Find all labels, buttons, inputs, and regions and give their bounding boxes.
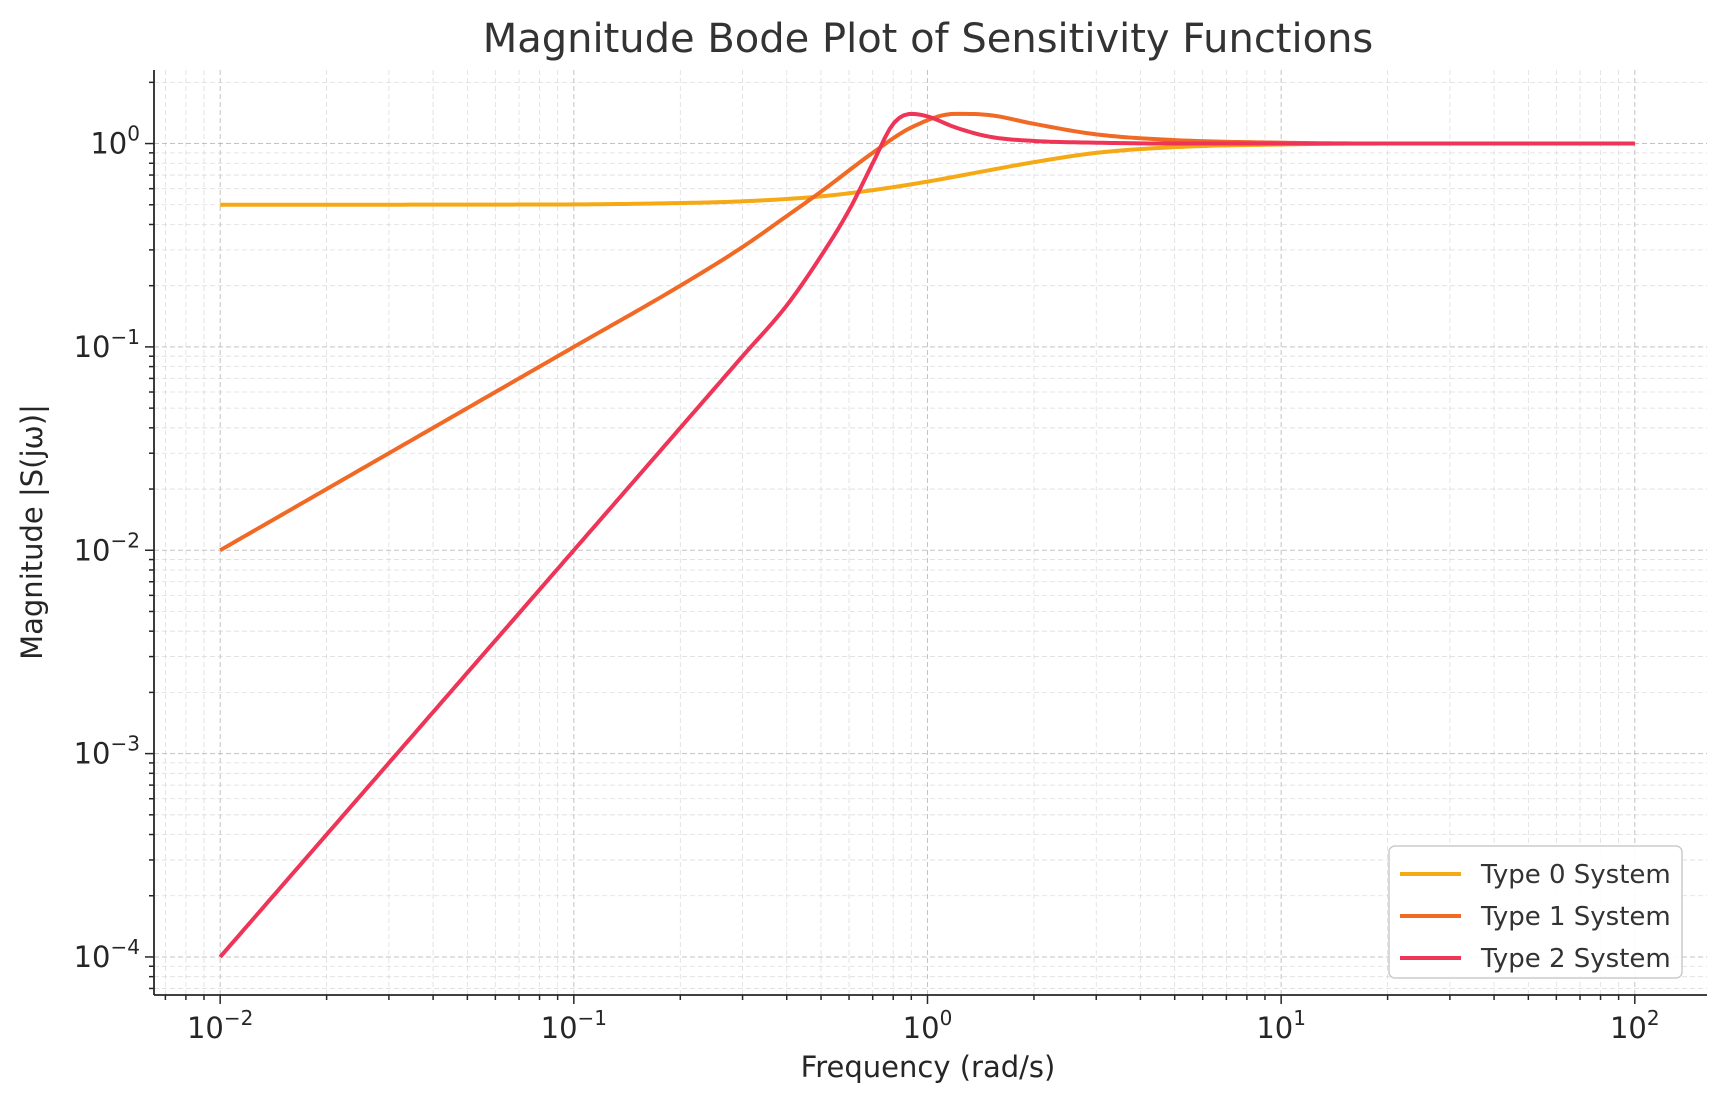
series-lines bbox=[218, 111, 1635, 959]
y-tick-label: 10−2 bbox=[74, 528, 140, 567]
y-axis-ticks: 100 10−1 10−2 10−3 10−4 bbox=[74, 81, 154, 990]
x-axis-ticks: 10−2 10−1 100 101 102 bbox=[164, 995, 1660, 1045]
x-tick-label: 10−2 bbox=[187, 1006, 253, 1045]
series-line-type-2 bbox=[218, 111, 1635, 959]
y-tick-label: 10−3 bbox=[74, 732, 140, 771]
chart-title: Magnitude Bode Plot of Sensitivity Funct… bbox=[483, 16, 1374, 62]
legend-label: Type 2 System bbox=[1480, 944, 1671, 974]
legend-label: Type 1 System bbox=[1480, 902, 1671, 932]
y-tick-label: 100 bbox=[90, 122, 140, 161]
y-axis-title: Magnitude |S(jω)| bbox=[15, 404, 49, 660]
grid bbox=[154, 70, 1707, 995]
x-tick-label: 102 bbox=[1610, 1006, 1660, 1045]
y-tick-label: 10−1 bbox=[74, 325, 140, 364]
x-tick-label: 101 bbox=[1256, 1006, 1306, 1045]
legend: Type 0 System Type 1 System Type 2 System bbox=[1388, 845, 1683, 979]
x-tick-label: 100 bbox=[903, 1006, 953, 1045]
x-axis-title: Frequency (rad/s) bbox=[801, 1050, 1056, 1084]
legend-box bbox=[1388, 845, 1683, 979]
legend-label: Type 0 System bbox=[1480, 860, 1671, 890]
x-tick-label: 10−1 bbox=[541, 1006, 607, 1045]
y-tick-label: 10−4 bbox=[74, 935, 140, 974]
